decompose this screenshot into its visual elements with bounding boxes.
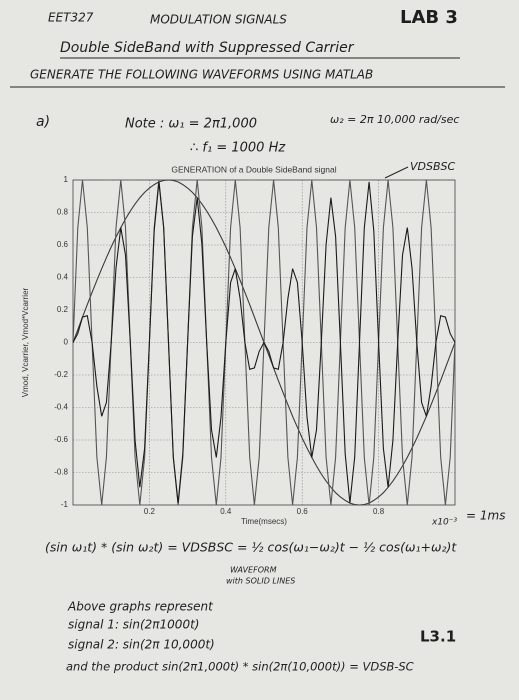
y-tick-label: 0.4	[57, 273, 69, 282]
note-omega1: Note : ω₁ = 2π1,000	[125, 117, 257, 132]
x-scale: x10⁻³	[431, 518, 458, 528]
series-line	[72, 181, 456, 504]
course: EET327	[48, 11, 94, 25]
arrow	[384, 166, 409, 179]
y-tick-label: -0.6	[54, 435, 68, 444]
y-tick-label: 0.6	[57, 240, 69, 249]
note-f1: ∴ f₁ = 1000 Hz	[190, 141, 286, 156]
y-tick-label: -0.2	[54, 370, 68, 379]
y-tick-label: -1	[61, 500, 69, 509]
note: signal 2: sin(2π 10,000t)	[68, 638, 215, 652]
y-tick-label: -0.4	[54, 403, 68, 412]
waveform-note: with SOLID LINES	[226, 577, 295, 586]
note: Above graphs represent	[67, 600, 214, 614]
y-tick-label: 0	[64, 338, 69, 347]
x-tick-label: 0.6	[297, 507, 309, 516]
subtitle: Double SideBand with Suppressed Carrier	[60, 40, 355, 56]
y-tick-label: 0.2	[57, 305, 69, 314]
y-tick-label: 0.8	[57, 208, 69, 217]
signal-label: VDSBSC	[410, 160, 456, 173]
x-axis-label: Time(msecs)	[241, 517, 287, 526]
note: and the product sin(2π1,000t) * sin(2π(1…	[66, 660, 414, 674]
x-tick-label: 0.2	[144, 507, 156, 516]
topic: MODULATION SIGNALS	[150, 13, 287, 27]
x-scale-note: = 1ms	[466, 509, 505, 523]
ref: L3.1	[420, 628, 456, 646]
y-axis-label: Vmod, Vcarrier, Vmod*Vcarrier	[21, 287, 30, 397]
lab: LAB 3	[400, 7, 458, 28]
x-tick-label: 0.4	[220, 507, 232, 516]
waveform-note: WAVEFORM	[230, 566, 277, 575]
y-tick-label: 1	[64, 175, 69, 184]
note-omega2: ω₂ = 2π 10,000 rad/sec	[330, 113, 459, 126]
note: signal 1: sin(2π1000t)	[68, 618, 199, 632]
instruction: GENERATE THE FOLLOWING WAVEFORMS USING M…	[30, 68, 373, 82]
chart-title: GENERATION of a Double SideBand signal	[171, 164, 336, 174]
equation: (sin ω₁t) * (sin ω₂t) = VDSBSC = ½ cos(ω…	[45, 540, 457, 555]
part-label: a)	[36, 114, 50, 130]
y-tick-label: -0.8	[54, 468, 68, 477]
x-tick-label: 0.8	[373, 507, 385, 516]
